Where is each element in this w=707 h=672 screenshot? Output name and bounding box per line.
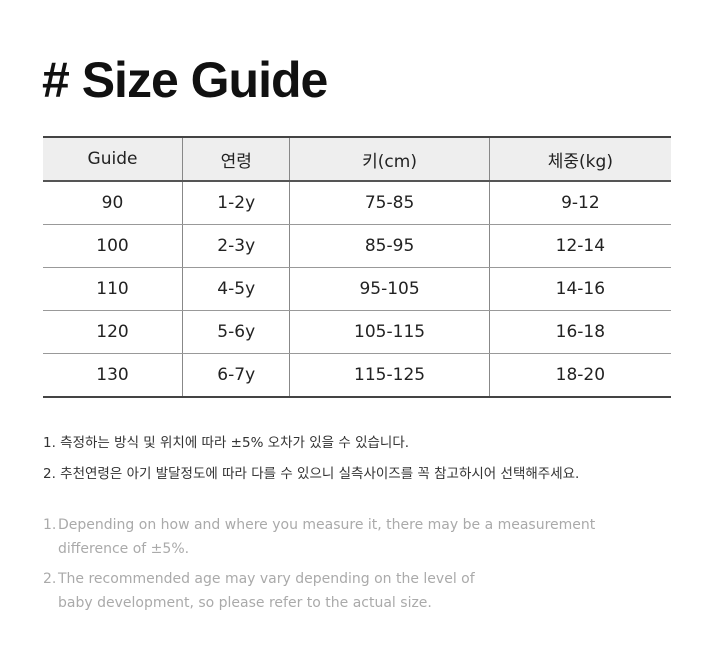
cell-guide: 130 <box>96 365 129 385</box>
note-text: The recommended age may vary depending o… <box>58 571 475 611</box>
cell-weight: 14-16 <box>488 267 671 311</box>
table-row: 90 1-2y 75-85 9-12 <box>43 181 671 225</box>
cell-age: 5-6y <box>181 310 290 354</box>
cell-height: 75-85 <box>289 181 490 225</box>
header-height: 키(cm) <box>289 137 490 182</box>
note-en-2: 2. The recommended age may vary dependin… <box>43 567 663 615</box>
notes-english: 1. Depending on how and where you measur… <box>43 513 663 621</box>
cell-height: 95-105 <box>289 267 490 311</box>
cell-weight: 16-18 <box>488 310 671 354</box>
note-ko-1: 1. 측정하는 방식 및 위치에 따라 ±5% 오차가 있을 수 있습니다. <box>43 435 410 451</box>
table-header-row: Guide 연령 키(cm) 체중(kg) <box>43 137 671 182</box>
cell-guide: 90 <box>43 181 183 225</box>
table-row: 100 2-3y 85-95 12-14 <box>43 224 671 268</box>
note-ko-2: 2. 추천연령은 아기 발달정도에 따라 다를 수 있으니 실측사이즈를 꼭 참… <box>43 466 580 482</box>
cell-age: 4-5y <box>181 267 290 311</box>
table-row: 130 6-7y 115-125 18-20 <box>43 353 671 397</box>
note-text: Depending on how and where you measure i… <box>58 517 596 557</box>
cell-weight: 12-14 <box>488 224 671 268</box>
page-title: # Size Guide <box>42 52 328 108</box>
note-number: 1. <box>43 517 57 533</box>
cell-age: 1-2y <box>181 181 290 225</box>
cell-age: 6-7y <box>181 353 290 397</box>
cell-guide: 100 <box>43 224 183 268</box>
header-guide: Guide <box>43 137 183 182</box>
header-age: 연령 <box>181 137 290 182</box>
cell-guide: 120 <box>43 310 183 354</box>
cell-guide: 110 <box>43 267 183 311</box>
table-row: 110 4-5y 95-105 14-16 <box>43 267 671 311</box>
header-weight: 체중(kg) <box>488 137 671 182</box>
cell-weight: 18-20 <box>488 353 671 397</box>
notes-korean: 1. 측정하는 방식 및 위치에 따라 ±5% 오차가 있을 수 있습니다. 2… <box>43 431 579 493</box>
cell-height: 115-125 <box>289 353 490 397</box>
note-en-1: 1. Depending on how and where you measur… <box>43 513 663 561</box>
cell-age: 2-3y <box>181 224 290 268</box>
cell-weight: 9-12 <box>488 181 671 225</box>
note-number: 2. <box>43 571 57 587</box>
cell-height: 105-115 <box>289 310 490 354</box>
cell-height: 85-95 <box>289 224 490 268</box>
table-row: 120 5-6y 105-115 16-18 <box>43 310 671 354</box>
size-table: Guide 연령 키(cm) 체중(kg) 90 1-2y 75-85 9-12 100… <box>43 136 671 398</box>
